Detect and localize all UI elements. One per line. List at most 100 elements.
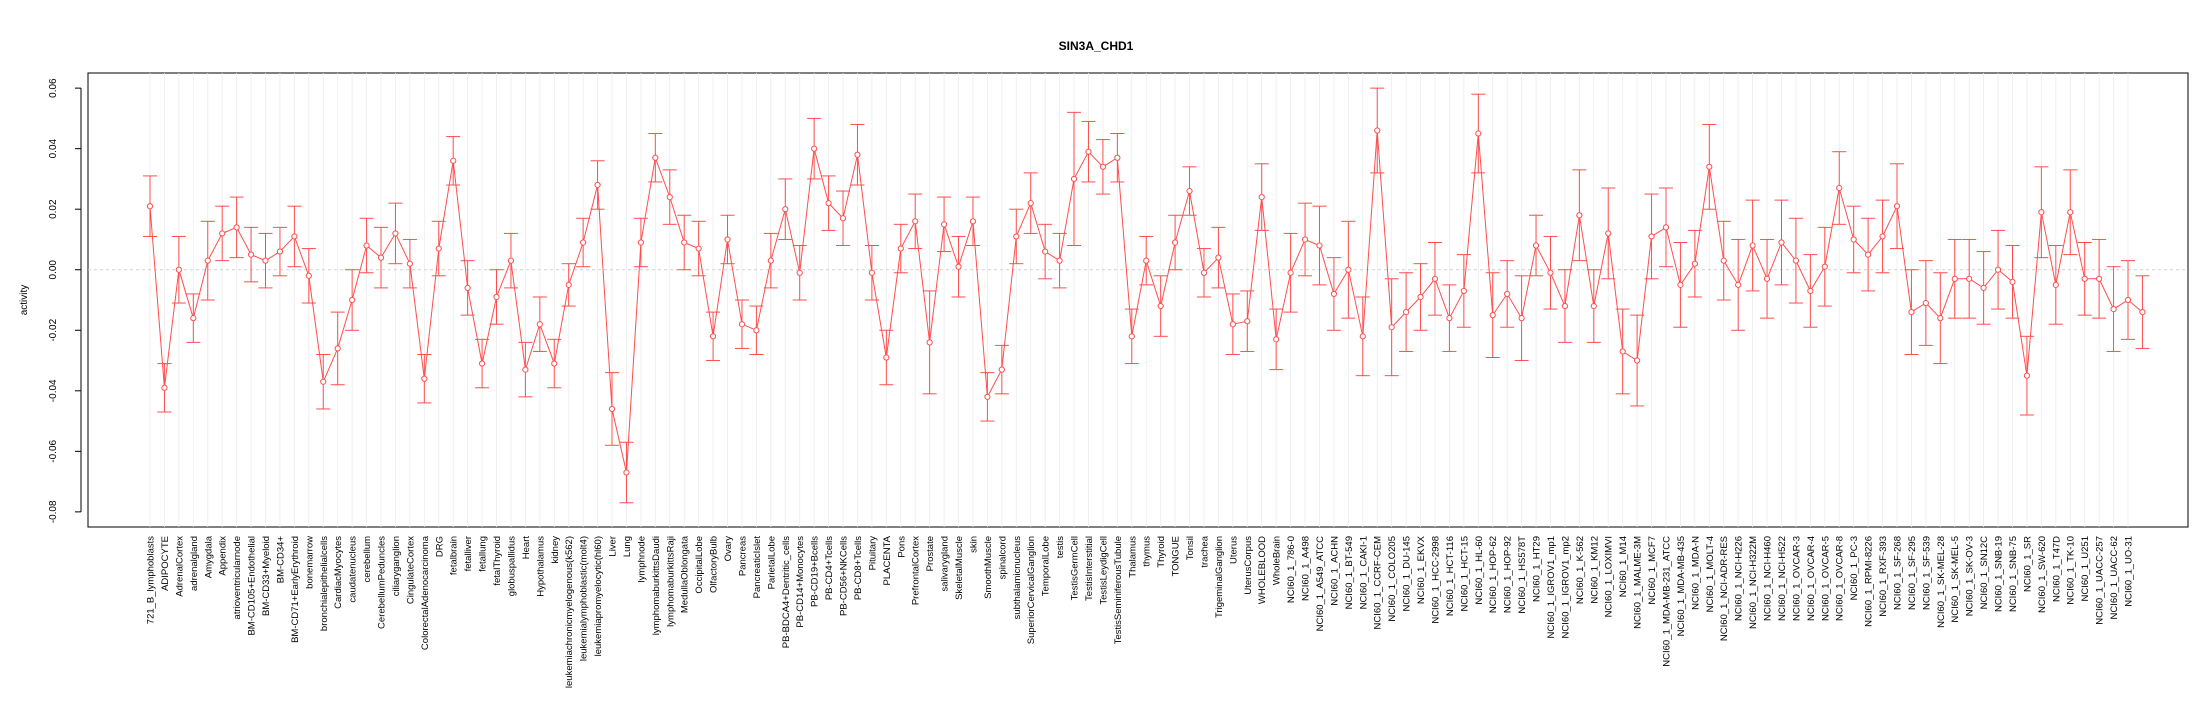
data-point [507, 257, 515, 264]
data-point [2023, 372, 2031, 379]
data-point [247, 251, 255, 258]
data-point [2110, 305, 2117, 313]
data-point [1042, 248, 1049, 255]
x-tick-label: NCI60_1_NCI-ADR-RES [1719, 536, 1730, 641]
data-point [204, 257, 211, 264]
data-point [1518, 315, 1525, 322]
x-tick-label: NCI60_1_HT29 [1532, 536, 1543, 602]
x-tick-label: ciliaryganglion [391, 536, 402, 596]
data-point [839, 215, 847, 222]
data-point [320, 378, 327, 385]
data-point [955, 263, 962, 270]
data-point [522, 366, 529, 373]
data-point [1850, 236, 1857, 243]
data-point [219, 230, 226, 237]
data-point [478, 360, 486, 367]
data-point [1951, 275, 1958, 282]
data-point [1677, 281, 1684, 288]
x-tick-label: NCI60_1_OVCAR-8 [1835, 536, 1846, 621]
data-point [1792, 257, 1800, 264]
data-point [363, 242, 370, 249]
data-point [1749, 242, 1756, 249]
x-tick-label: Thalamus [1127, 536, 1138, 578]
x-tick-label: 721_B_lymphoblasts [146, 536, 157, 624]
data-point [998, 366, 1005, 373]
x-tick-label: NCI60_1_SR [2022, 536, 2033, 592]
data-point [276, 248, 284, 255]
data-point [1619, 348, 1626, 355]
data-point [2052, 281, 2059, 288]
x-tick-label: cerebellum [362, 536, 373, 583]
data-point [1143, 257, 1150, 264]
data-point [2038, 209, 2045, 216]
y-tick-label: 0.06 [48, 78, 59, 98]
y-tick-label: 0.02 [48, 199, 59, 219]
data-point [1691, 260, 1698, 267]
data-point [1359, 333, 1366, 340]
data-point [681, 239, 688, 246]
data-point [1865, 251, 1872, 258]
y-tick-label: -0.08 [48, 500, 59, 523]
x-tick-label: NCI60_1_IGROV1_mp1 [1546, 536, 1557, 638]
x-tick-label: NCI60_1_SK-MEL-5 [1950, 536, 1961, 623]
x-tick-label: Uterus [1228, 536, 1239, 564]
data-point [709, 333, 717, 340]
data-point [1778, 239, 1785, 246]
x-tick-label: NCI60_1_UACC-62 [2109, 536, 2120, 619]
x-tick-label: globuspallidus [506, 536, 517, 596]
data-point [1821, 263, 1828, 270]
x-tick-label: NCI60_1_SF-295 [1907, 536, 1918, 610]
data-point [1085, 148, 1092, 155]
x-tick-label: DRG [434, 536, 445, 557]
x-tick-label: PB-CD19+Bcells [810, 536, 821, 607]
data-point [421, 375, 428, 382]
x-tick-label: NCI60_1_CAKI-1 [1358, 536, 1369, 609]
data-point [1128, 333, 1135, 340]
x-tick-label: WholeBrain [1272, 536, 1283, 585]
data-point [1027, 200, 1034, 207]
x-tick-label: NCI60_1_LOXIMVI [1604, 536, 1615, 617]
x-tick-label: Pons [896, 536, 907, 558]
x-tick-label: NCI60_1_TK-10 [2066, 536, 2077, 605]
x-tick-label: NCI60_1_CCRF-CEM [1373, 536, 1384, 630]
data-point [565, 281, 572, 288]
data-point [175, 266, 182, 273]
data-point [406, 260, 413, 267]
data-point [334, 345, 341, 352]
data-point [1590, 302, 1597, 310]
x-tick-label: NCI60_1_PC-3 [1849, 536, 1860, 600]
data-point [1403, 309, 1410, 316]
x-tick-label: UterusCorpus [1243, 536, 1254, 595]
x-tick-label: NCI60_1_MDA-MB-435 [1676, 536, 1687, 636]
x-tick-label: lymphomaburkittsRaji [665, 536, 676, 627]
x-tick-label: adrenalgland [189, 536, 200, 591]
x-tick-label: NCI60_1_SF-539 [1921, 536, 1932, 610]
data-point [1475, 130, 1482, 137]
data-point [1417, 293, 1424, 301]
x-tick-label: NCI60_1_RPMI-8226 [1864, 536, 1875, 627]
x-tick-label: NCI60_1_SK-OV-3 [1965, 536, 1976, 616]
x-tick-label: Heart [521, 536, 532, 560]
data-point [796, 269, 803, 276]
x-tick-label: NCI60_1_HCT-15 [1459, 536, 1470, 612]
data-point [1446, 315, 1453, 322]
x-tick-label: NCI60_1_KM12 [1589, 536, 1600, 604]
x-tick-label: NCI60_1_DU-145 [1402, 536, 1413, 612]
x-tick-label: PrefrontalCortex [911, 536, 922, 605]
x-tick-label: TemporalLobe [1041, 536, 1052, 596]
data-point [1662, 224, 1670, 231]
data-point [1330, 290, 1338, 298]
x-tick-label: TONGUE [1171, 536, 1182, 576]
data-point [940, 221, 948, 228]
x-tick-label: NCI60_1_SNB-19 [1994, 536, 2005, 612]
data-point [969, 218, 977, 225]
data-point [1547, 269, 1554, 276]
y-tick-label: 0.00 [48, 260, 59, 280]
data-point [868, 269, 875, 276]
data-point [1922, 299, 1929, 307]
x-tick-label: ParietalLobe [766, 536, 777, 589]
x-tick-label: leukemialymphoblastic(molt4) [579, 536, 590, 661]
y-tick-label: 0.04 [48, 138, 59, 158]
plot-area [87, 72, 2189, 528]
